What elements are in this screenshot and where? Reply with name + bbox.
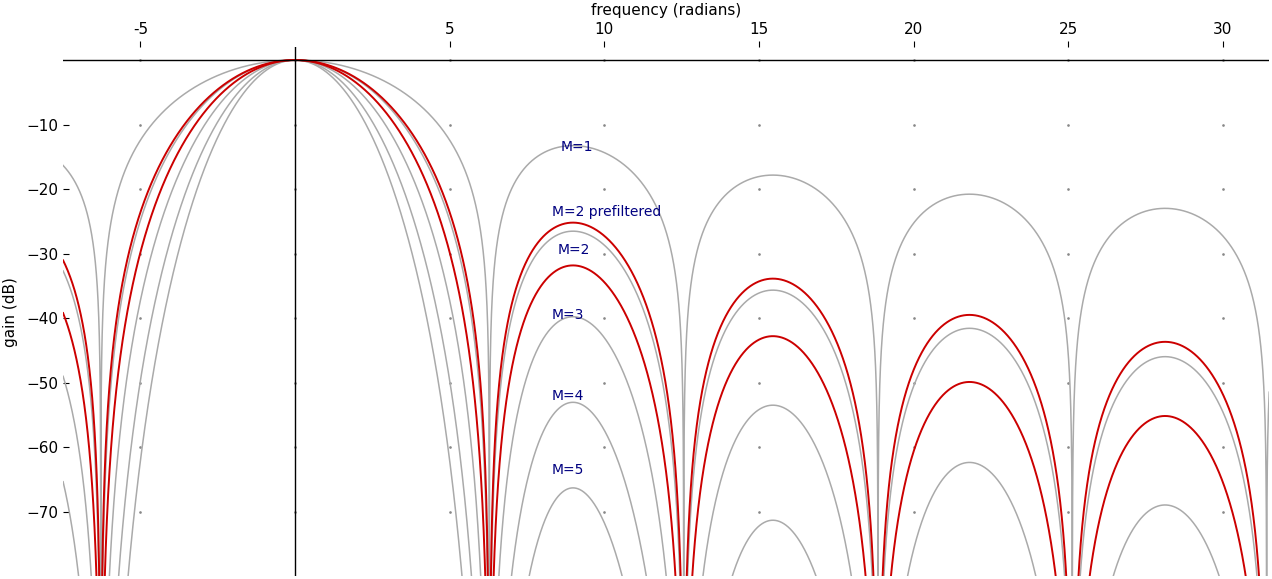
Text: M=5: M=5 [552,463,584,477]
Text: M=2 prefiltered: M=2 prefiltered [552,204,661,219]
X-axis label: frequency (radians): frequency (radians) [591,3,742,18]
Text: M=1: M=1 [561,140,594,154]
Text: M=3: M=3 [552,308,584,322]
Text: M=2: M=2 [558,243,590,258]
Text: M=4: M=4 [552,389,584,402]
Y-axis label: gain (dB): gain (dB) [3,277,18,347]
